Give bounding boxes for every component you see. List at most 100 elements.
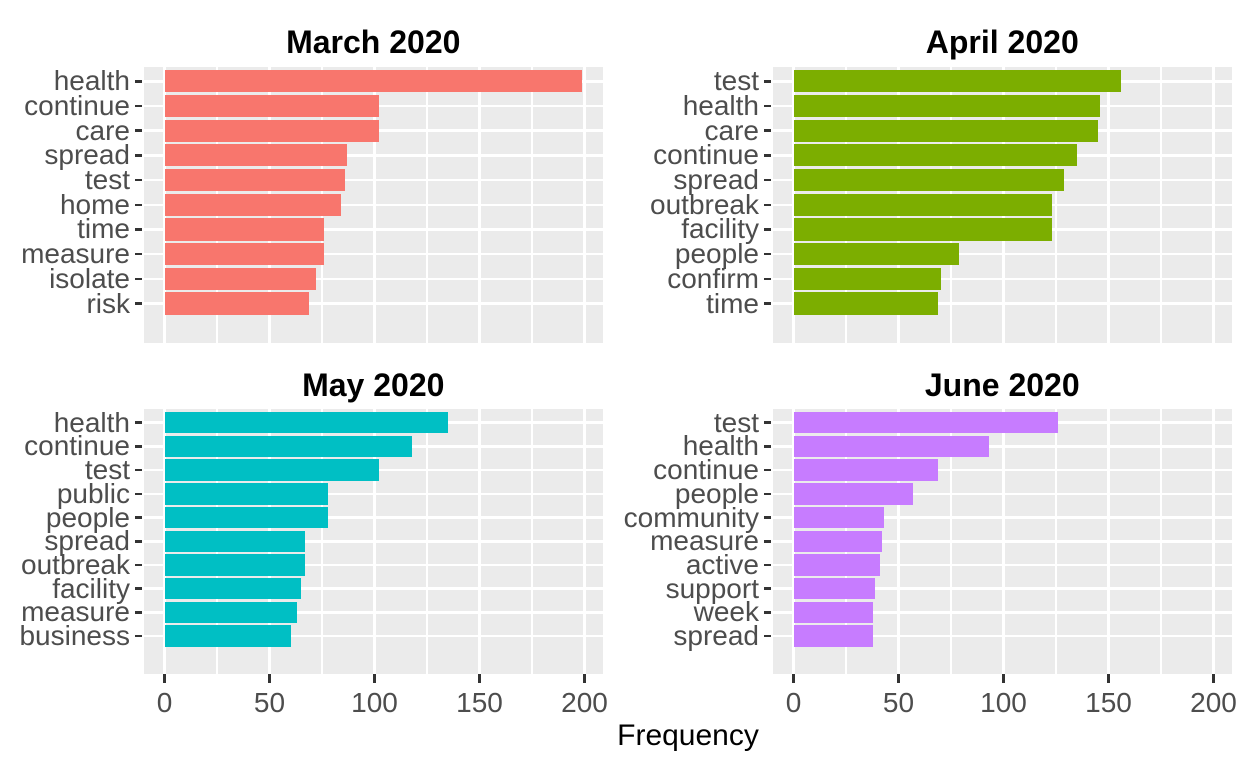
y-tick xyxy=(135,445,142,448)
bar xyxy=(164,267,316,290)
y-tick xyxy=(135,587,142,590)
y-tick xyxy=(764,104,771,108)
y-tick xyxy=(764,302,771,305)
chart-title: June 2020 xyxy=(924,367,1080,403)
y-axis-label: time xyxy=(706,287,759,319)
y-tick xyxy=(135,252,142,256)
gridline-minor-vertical xyxy=(1160,408,1162,674)
y-tick xyxy=(764,154,771,157)
bar xyxy=(793,267,941,290)
x-tick xyxy=(1002,674,1005,683)
y-tick xyxy=(135,203,142,206)
bar xyxy=(164,435,413,458)
y-axis-label: continue xyxy=(653,454,759,486)
y-tick xyxy=(764,252,771,256)
bar xyxy=(164,577,301,600)
bar xyxy=(164,459,379,481)
bar xyxy=(793,506,884,529)
x-axis-label: 150 xyxy=(456,687,503,718)
bar xyxy=(164,412,448,434)
y-tick xyxy=(764,203,771,206)
y-axis-label: people xyxy=(674,477,759,509)
y-tick xyxy=(764,563,771,567)
bar xyxy=(164,625,291,647)
y-tick xyxy=(135,80,142,83)
y-tick xyxy=(764,277,771,281)
bar xyxy=(164,119,379,142)
y-tick xyxy=(135,611,142,614)
bar xyxy=(164,530,306,552)
y-axis-label: support xyxy=(665,572,759,604)
y-tick xyxy=(764,178,771,182)
y-axis-label: test xyxy=(84,454,130,486)
gridline-minor-vertical xyxy=(531,408,533,674)
bar xyxy=(793,530,882,552)
y-axis-label: test xyxy=(84,164,130,196)
bar xyxy=(164,193,341,216)
x-axis-label: 100 xyxy=(351,687,398,718)
chart-title: April 2020 xyxy=(925,24,1079,60)
bar xyxy=(793,435,989,458)
y-axis-label: continue xyxy=(653,139,759,171)
y-tick xyxy=(764,587,771,590)
bar xyxy=(164,218,325,241)
x-tick xyxy=(792,674,795,683)
x-axis-label: 200 xyxy=(561,687,608,718)
y-tick xyxy=(764,516,771,519)
y-tick xyxy=(764,468,771,472)
x-tick xyxy=(268,674,271,683)
y-axis-label: measure xyxy=(21,596,130,628)
y-tick xyxy=(135,516,142,519)
y-axis-label: health xyxy=(53,65,130,97)
y-tick xyxy=(764,445,771,448)
y-axis-label: continue xyxy=(24,430,130,462)
y-tick xyxy=(135,228,142,231)
bar xyxy=(793,243,960,266)
y-axis-label: spread xyxy=(673,620,759,652)
y-tick xyxy=(135,540,142,543)
y-axis-label: time xyxy=(77,213,130,245)
plot-panel xyxy=(143,408,603,674)
y-axis-label: care xyxy=(75,114,130,146)
bar xyxy=(793,625,874,647)
y-tick xyxy=(764,80,771,83)
bar xyxy=(793,218,1052,241)
y-tick xyxy=(764,492,771,496)
x-tick xyxy=(583,674,586,683)
y-axis-label: risk xyxy=(86,287,130,319)
gridline-major-vertical xyxy=(478,66,481,343)
y-tick xyxy=(135,277,142,281)
bar xyxy=(793,577,876,600)
y-axis-label: business xyxy=(19,620,130,652)
y-tick xyxy=(135,468,142,472)
gridline-major-vertical xyxy=(897,408,900,674)
y-axis-label: spread xyxy=(673,164,759,196)
y-axis-label: people xyxy=(674,238,759,270)
plot-panel xyxy=(143,66,603,343)
x-tick xyxy=(478,674,481,683)
gridline-major-vertical xyxy=(1107,408,1110,674)
y-tick xyxy=(764,611,771,614)
gridline-minor-vertical xyxy=(531,66,533,343)
y-tick xyxy=(135,492,142,496)
bar xyxy=(164,554,306,576)
y-tick xyxy=(135,154,142,157)
y-axis-label: active xyxy=(685,548,759,580)
bar xyxy=(793,70,1122,93)
x-tick xyxy=(163,674,166,683)
y-axis-label: health xyxy=(53,406,130,438)
gridline-major-vertical xyxy=(583,408,586,674)
chart-title: March 2020 xyxy=(286,24,461,60)
y-axis-label: confirm xyxy=(667,262,759,294)
bar xyxy=(793,412,1059,434)
gridline-minor-vertical xyxy=(1055,408,1057,674)
plot-panel xyxy=(772,66,1232,343)
x-axis-title: Frequency xyxy=(617,719,759,752)
bar xyxy=(164,144,348,167)
y-axis-label: continue xyxy=(24,90,130,121)
bar xyxy=(793,119,1098,142)
gridline-major-vertical xyxy=(373,66,376,343)
gridline-minor-vertical xyxy=(950,408,952,674)
bar xyxy=(164,292,310,315)
